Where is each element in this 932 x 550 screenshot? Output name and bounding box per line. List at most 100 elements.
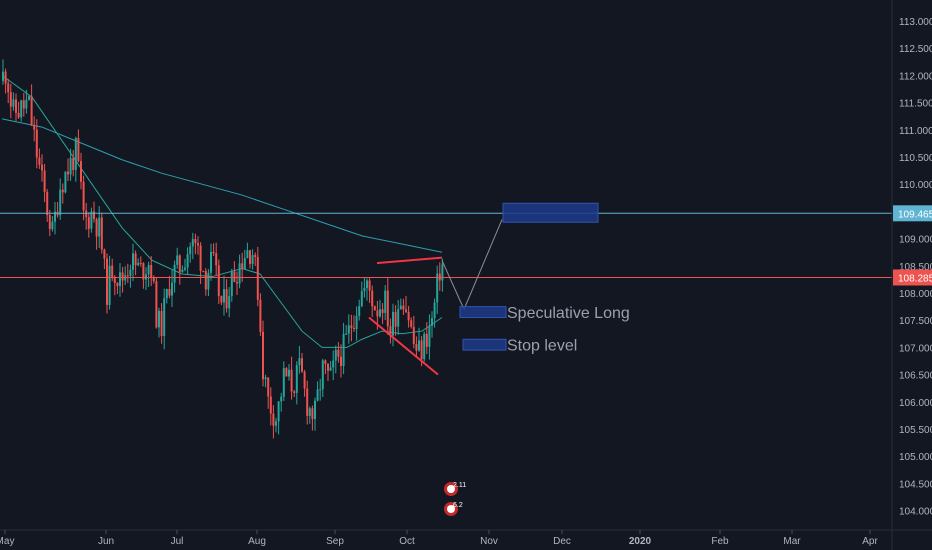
candle-body	[48, 215, 51, 230]
candle-body	[121, 272, 124, 281]
candle-body	[152, 277, 155, 282]
candle-body	[384, 290, 387, 313]
candle-body	[176, 255, 179, 265]
candle-body	[402, 305, 405, 310]
candle-body	[272, 413, 275, 426]
candle-body	[212, 251, 215, 254]
candle-body	[77, 138, 80, 162]
candle-body	[241, 263, 244, 270]
candle-body	[33, 124, 36, 130]
candle-body	[85, 210, 88, 218]
y-tick-label: 112.500	[899, 44, 932, 55]
zone-box-1[interactable]	[459, 306, 507, 318]
candle-body	[355, 315, 358, 329]
candle-body	[61, 189, 64, 193]
candle-body	[363, 287, 366, 292]
candle-body	[20, 100, 23, 118]
y-tick-label: 104.500	[899, 479, 932, 490]
candle-body	[353, 327, 355, 329]
candle-body	[264, 377, 267, 380]
ma-fast-line	[1, 74, 443, 348]
candle-body	[173, 264, 176, 283]
candle-body	[236, 282, 238, 284]
x-tick-label: Sep	[326, 536, 344, 547]
candle-body	[116, 282, 119, 286]
candle-body	[373, 306, 376, 311]
y-tick-label: 109.000	[899, 235, 932, 246]
candle-body	[368, 280, 371, 291]
candle-body	[316, 389, 319, 401]
candle-body	[113, 277, 116, 283]
candle-body	[329, 367, 332, 371]
price-tag-label-0: 109.465	[898, 209, 932, 220]
x-tick-label: 2020	[629, 536, 652, 547]
candle-body	[394, 311, 397, 327]
y-tick-label: 107.000	[899, 343, 932, 354]
candle-body	[82, 181, 85, 211]
candle-body	[256, 256, 259, 300]
candle-body	[288, 369, 290, 377]
x-tick-label: Jun	[98, 536, 114, 547]
candle-body	[254, 255, 257, 257]
candle-body	[347, 325, 350, 334]
candle-body	[160, 310, 163, 336]
price-tag-1	[893, 269, 932, 286]
candle-body	[87, 217, 90, 229]
candle-body	[371, 290, 374, 307]
projection-path[interactable]	[441, 219, 503, 311]
candle-body	[43, 170, 46, 192]
candle-body	[181, 269, 184, 272]
trendline-top[interactable]	[376, 256, 443, 265]
candle-body	[210, 251, 212, 273]
candle-body	[407, 311, 410, 321]
candle-body	[412, 326, 415, 344]
candle-body	[269, 396, 272, 414]
candle-body	[433, 302, 436, 319]
candle-body	[119, 272, 121, 286]
candle-body	[98, 217, 101, 237]
candle-body	[345, 333, 348, 335]
y-tick-label: 106.500	[899, 371, 932, 382]
trendline-bottom[interactable]	[368, 316, 439, 376]
y-tick-label: 108.500	[899, 262, 932, 273]
candle-body	[145, 274, 147, 280]
candle-body	[30, 96, 33, 125]
candle-body	[41, 164, 43, 171]
zone-box-2[interactable]	[462, 338, 507, 351]
candle-body	[95, 219, 98, 237]
price-tag-0	[893, 205, 932, 222]
candle-body	[202, 270, 205, 272]
x-tick-label: Oct	[399, 536, 415, 547]
candle-body	[204, 270, 207, 290]
candle-body	[431, 318, 433, 326]
candle-body	[15, 99, 17, 113]
candle-body	[207, 272, 210, 290]
candle-body	[93, 211, 95, 220]
candle-body	[277, 401, 280, 422]
candle-body	[311, 408, 314, 420]
candle-body	[7, 83, 10, 93]
candle-body	[103, 249, 106, 259]
candle-body	[22, 100, 25, 109]
candle-body	[165, 289, 168, 299]
candle-body	[249, 250, 251, 264]
zone-box-0[interactable]	[502, 202, 599, 223]
candle-body	[111, 265, 114, 278]
candle-body	[233, 271, 236, 283]
candle-body	[418, 340, 420, 351]
candle-body	[199, 245, 202, 271]
candle-body	[108, 265, 111, 305]
zone-label-1: Speculative Long	[507, 305, 630, 322]
candle-body	[436, 273, 439, 303]
candle-body	[142, 263, 145, 280]
candle-body	[126, 275, 129, 277]
candle-body	[282, 368, 285, 397]
x-tick-label: Feb	[711, 536, 729, 547]
x-tick-label: Aug	[248, 536, 266, 547]
candle-body	[28, 96, 30, 100]
candle-body	[319, 389, 322, 391]
candle-body	[67, 171, 69, 175]
candle-body	[217, 265, 220, 296]
y-tick-label: 105.500	[899, 425, 932, 436]
